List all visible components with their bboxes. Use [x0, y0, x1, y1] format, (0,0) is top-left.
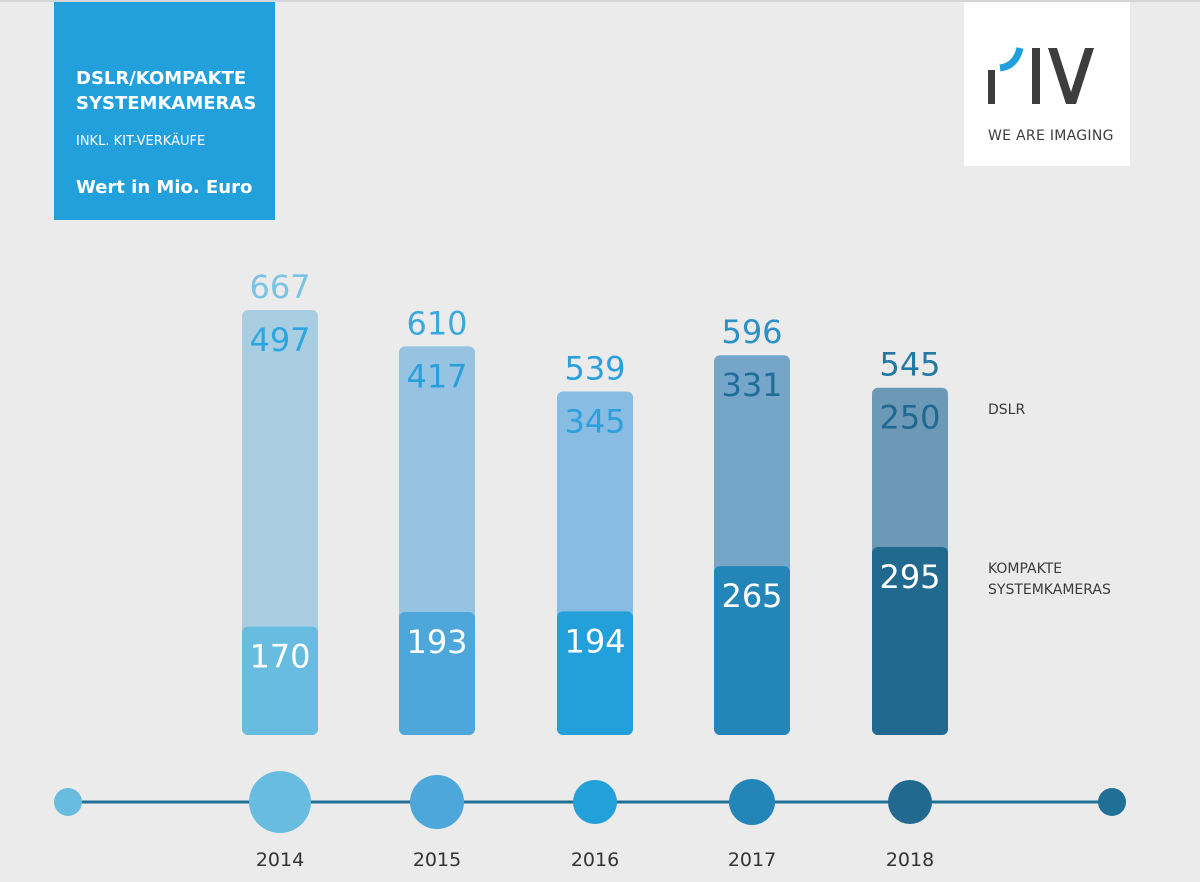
bar-csc-2018 — [872, 547, 948, 735]
label-dslr-2016: 345 — [564, 403, 625, 441]
tick-label-2017: 2017 — [728, 849, 776, 871]
tick-label-2014: 2014 — [256, 849, 304, 871]
logo-tagline: WE ARE IMAGING — [988, 128, 1114, 144]
label-dslr-2018: 250 — [879, 399, 940, 437]
year-dot-2016 — [573, 780, 617, 824]
tick-label-2016: 2016 — [571, 849, 619, 871]
label-dslr-2015: 417 — [406, 357, 467, 395]
top-divider — [0, 0, 1200, 2]
bar-csc-2017 — [714, 566, 790, 735]
piv-logo: WE ARE IMAGING — [964, 2, 1130, 166]
label-total-2018: 545 — [879, 346, 940, 384]
legend-dslr: DSLR — [988, 402, 1026, 418]
bar-csc-2016 — [557, 611, 633, 735]
year-dot-2014 — [249, 771, 311, 833]
year-dot-2018 — [888, 780, 932, 824]
bar-csc-2014 — [242, 626, 318, 735]
timeline-start-dot — [54, 788, 82, 816]
tick-label-2018: 2018 — [886, 849, 934, 871]
piv-logo-mark-icon — [988, 47, 1094, 104]
chart-subtitle: INKL. KIT-VERKÄUFE — [76, 134, 206, 149]
label-csc-2015: 193 — [406, 623, 467, 661]
label-csc-2014: 170 — [249, 638, 310, 676]
chart-unit: Wert in Mio. Euro — [76, 177, 253, 198]
label-total-2015: 610 — [406, 304, 467, 342]
legend-csc: KOMPAKTE SYSTEMKAMERAS — [988, 561, 1111, 598]
label-csc-2018: 295 — [879, 558, 940, 596]
tick-label-2015: 2015 — [413, 849, 461, 871]
chart-title: DSLR/KOMPAKTE SYSTEMKAMERAS — [76, 68, 257, 114]
year-dot-2017 — [729, 779, 775, 825]
label-dslr-2014: 497 — [249, 321, 310, 359]
chart-title-box: DSLR/KOMPAKTE SYSTEMKAMERAS INKL. KIT-VE… — [54, 2, 275, 220]
label-total-2016: 539 — [564, 350, 625, 388]
bar-csc-2015 — [399, 612, 475, 735]
label-total-2014: 667 — [249, 268, 310, 306]
label-csc-2017: 265 — [721, 577, 782, 615]
year-dot-2015 — [410, 775, 464, 829]
timeline-end-dot — [1098, 788, 1126, 816]
label-csc-2016: 194 — [564, 622, 625, 660]
label-dslr-2017: 331 — [721, 366, 782, 404]
label-total-2017: 596 — [721, 313, 782, 351]
